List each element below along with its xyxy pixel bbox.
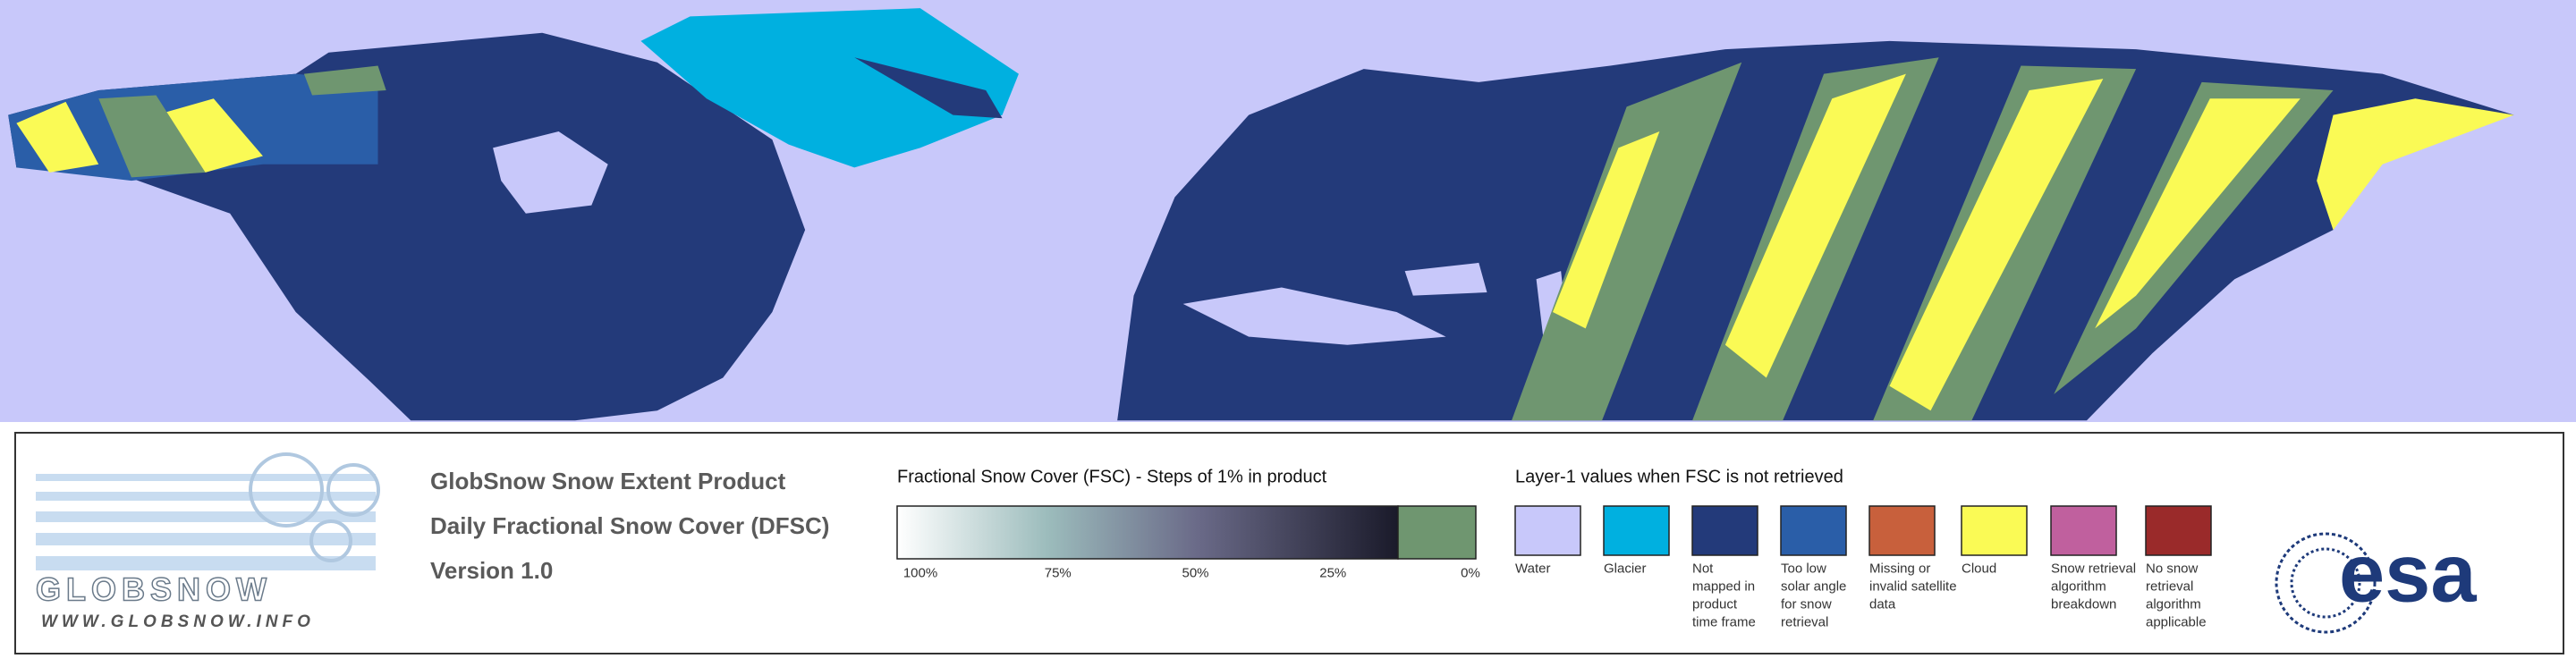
- canada-arctic: [303, 65, 386, 96]
- band-1: [1512, 62, 1742, 421]
- layer1-label: Water: [1515, 561, 1550, 576]
- band-4-cloud: [2095, 98, 2301, 329]
- layer1-label: Cloud: [1962, 561, 1996, 576]
- greenland-unmapped: [854, 57, 1003, 119]
- layer1-swatch: [1780, 505, 1847, 556]
- esa-ring: [2290, 547, 2361, 619]
- layer1-label: retrieval: [2146, 578, 2193, 594]
- logo-url: WWW.GLOBSNOW.INFO: [41, 612, 315, 631]
- snowflake: [326, 463, 380, 517]
- snowfree-alaska: [98, 95, 206, 178]
- snowflake: [249, 452, 324, 528]
- fsc-label: 100%: [903, 565, 937, 580]
- band-5-cloud: [2317, 98, 2514, 231]
- product-title: GlobSnow Snow Extent Product: [430, 468, 786, 494]
- fsc-labels: 100% 75% 50% 25% 0%: [903, 565, 1480, 580]
- globsnow-logo: GLOBSNOW WWW.GLOBSNOW.INFO: [35, 452, 380, 631]
- fsc-label: 50%: [1182, 565, 1208, 580]
- cloud-alaska-2: [156, 98, 263, 173]
- greenland: [640, 8, 1019, 168]
- fsc-label: 0%: [1461, 565, 1480, 580]
- black-sea: [1404, 262, 1487, 296]
- layer1-label: Too low: [1781, 561, 1826, 576]
- fsc-gradient: [896, 505, 1399, 560]
- layer1-label: time frame: [1692, 614, 1756, 629]
- map: [0, 0, 2576, 422]
- layer1-swatch: [1961, 505, 2028, 556]
- band-3-cloud: [1889, 79, 2104, 411]
- layer1-swatch: [1868, 505, 1936, 556]
- layer1-label: Missing or: [1869, 561, 1930, 576]
- snowflake: [309, 519, 352, 562]
- logo-name: GLOBSNOW: [36, 570, 272, 607]
- layer1-swatch: [2145, 505, 2212, 556]
- hudson-bay: [493, 131, 608, 214]
- layer1-label: algorithm: [2146, 596, 2201, 612]
- fsc-snow-free: [1397, 505, 1477, 560]
- layer1-swatch: [1603, 505, 1670, 556]
- layer1-label: Snow retrieval: [2051, 561, 2136, 576]
- layer1-label: for snow: [1781, 596, 1832, 612]
- band-4: [2054, 81, 2334, 394]
- mediterranean: [1182, 287, 1446, 345]
- band-2-cloud: [1724, 73, 1906, 378]
- esa-ring: [2275, 532, 2377, 634]
- layer1-label: No snow: [2146, 561, 2199, 576]
- layer1-label: invalid satellite: [1869, 578, 1957, 594]
- fsc-label: 25%: [1319, 565, 1346, 580]
- layer1-label: data: [1869, 596, 1896, 612]
- layer1-label: breakdown: [2051, 596, 2116, 612]
- esa-text: esa: [2339, 528, 2477, 620]
- logo-stripe: [36, 492, 376, 501]
- layer1-swatch: [1691, 505, 1758, 556]
- layer1-label: retrieval: [1781, 614, 1828, 629]
- layer1-label: product: [1692, 596, 1738, 612]
- fsc-title: Fractional Snow Cover (FSC) - Steps of 1…: [897, 468, 1327, 487]
- layer1-label: applicable: [2146, 614, 2207, 629]
- layer1-label: solar angle: [1781, 578, 1846, 594]
- layer1-swatch: [2050, 505, 2117, 556]
- land: [8, 8, 2514, 421]
- cloud-alaska-1: [16, 101, 99, 173]
- logo-stripe: [36, 511, 376, 522]
- layer1-title: Layer-1 values when FSC is not retrieved: [1515, 468, 1843, 487]
- logo-stripe: [36, 556, 376, 570]
- product-version: Version 1.0: [430, 557, 553, 584]
- layer1-label: algorithm: [2051, 578, 2106, 594]
- logo-stripe: [36, 533, 376, 545]
- layer1-label: Not: [1692, 561, 1714, 576]
- product-subtitle: Daily Fractional Snow Cover (DFSC): [430, 512, 829, 539]
- layer1-label: Glacier: [1604, 561, 1647, 576]
- layer1-swatch: [1514, 505, 1581, 556]
- esa-logo: esa: [2275, 528, 2477, 634]
- layer1-label: mapped in: [1692, 578, 1755, 594]
- fsc-label: 75%: [1045, 565, 1072, 580]
- layer1-items: Water Glacier Not mapped in product time fram…: [1514, 505, 2212, 629]
- logo-stripe: [36, 474, 376, 481]
- band-1-cloud: [1552, 131, 1660, 329]
